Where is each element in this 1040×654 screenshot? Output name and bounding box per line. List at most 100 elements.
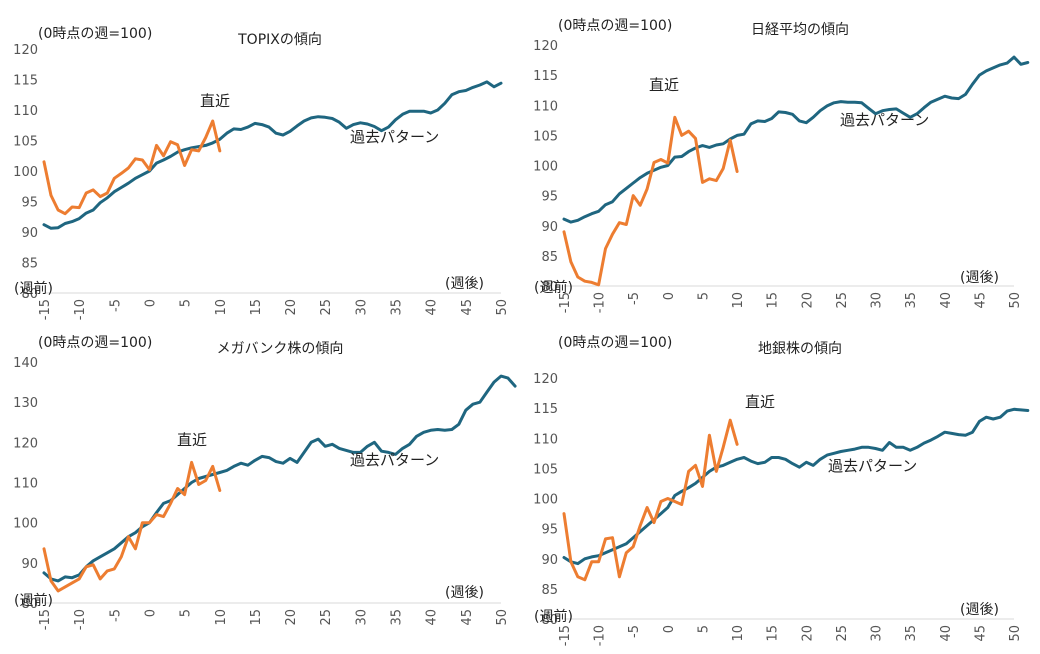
- data-point: [317, 115, 320, 118]
- data-point: [743, 133, 745, 136]
- data-point: [653, 161, 655, 164]
- data-point: [666, 164, 669, 167]
- data-point: [296, 461, 299, 464]
- data-point: [457, 90, 460, 93]
- data-point: [289, 457, 292, 460]
- data-point: [134, 531, 137, 534]
- x-tick-label: -10: [593, 625, 608, 646]
- data-point: [777, 110, 780, 113]
- data-point: [239, 462, 242, 465]
- x-tick-label: 0: [662, 292, 677, 300]
- data-point: [625, 223, 628, 226]
- recent-label: 直近: [745, 393, 775, 411]
- data-point: [736, 443, 739, 446]
- data-point: [64, 222, 67, 225]
- data-point: [120, 541, 123, 544]
- data-point: [611, 548, 614, 551]
- chart-svg: 80 90 100 110 120 130 140 -15 -10 -5 0 5 10 15 20 25 30 3…: [13, 335, 517, 630]
- data-point: [275, 132, 277, 135]
- data-point: [673, 494, 676, 497]
- data-point: [909, 449, 912, 452]
- data-point: [261, 123, 263, 126]
- data-point: [162, 502, 165, 505]
- data-point: [485, 80, 488, 83]
- data-point: [597, 283, 600, 286]
- data-point: [964, 93, 967, 96]
- data-point: [971, 431, 974, 434]
- data-point: [563, 230, 565, 233]
- data-point: [92, 559, 95, 562]
- data-point: [729, 139, 732, 142]
- data-point: [853, 101, 856, 104]
- data-point: [1026, 61, 1029, 64]
- data-point: [929, 101, 932, 104]
- data-point: [246, 464, 249, 467]
- data-point: [1013, 408, 1015, 411]
- x-tick-label: 5: [696, 292, 711, 300]
- chart-title: TOPIXの傾向: [237, 32, 322, 48]
- data-point: [204, 144, 207, 147]
- data-point: [833, 101, 835, 104]
- x-tick-label: 45: [460, 299, 475, 316]
- data-point: [715, 179, 718, 182]
- data-point: [324, 445, 327, 448]
- data-point: [708, 470, 711, 473]
- data-point: [401, 447, 404, 450]
- data-point: [303, 120, 306, 122]
- y-tick-label: 110: [13, 477, 38, 492]
- chart-panel-megabank: 80 90 100 110 120 130 140 -15 -10 -5 0 5 10 15 20 25 30 3…: [0, 327, 520, 654]
- data-point: [324, 116, 327, 119]
- data-point: [846, 449, 849, 452]
- data-point: [478, 401, 481, 404]
- data-point: [71, 576, 74, 579]
- data-point: [99, 195, 102, 198]
- data-point: [415, 435, 418, 438]
- y-tick-label: 80: [541, 613, 558, 628]
- data-point: [148, 168, 151, 171]
- data-point: [57, 579, 60, 582]
- data-point: [971, 83, 974, 86]
- data-point: [798, 466, 801, 469]
- y-tick-label: 110: [13, 104, 38, 119]
- data-point: [923, 442, 925, 445]
- data-point: [611, 536, 614, 539]
- data-point: [352, 123, 355, 126]
- x-tick-label: 5: [179, 609, 194, 617]
- data-point: [500, 82, 502, 85]
- data-point: [352, 451, 355, 454]
- y-tick-label: 110: [533, 432, 558, 447]
- data-point: [331, 117, 334, 120]
- data-point: [464, 89, 467, 92]
- y-tick-label: 80: [21, 597, 38, 612]
- data-point: [673, 116, 676, 119]
- data-point: [120, 555, 123, 558]
- data-point: [232, 127, 235, 130]
- data-point: [246, 126, 249, 129]
- data-point: [310, 116, 313, 119]
- data-point: [680, 503, 683, 506]
- data-point: [78, 206, 81, 209]
- data-point: [694, 137, 697, 140]
- data-point: [120, 186, 123, 189]
- weeks-after-label: (週後): [960, 602, 999, 618]
- data-point: [113, 190, 116, 193]
- x-tick-label: 50: [1008, 292, 1023, 309]
- x-tick-label: 25: [835, 292, 850, 309]
- y-tick-label: 85: [21, 257, 38, 272]
- data-point: [597, 210, 600, 213]
- data-point: [583, 280, 586, 283]
- x-tick-label: 45: [973, 292, 988, 309]
- data-point: [282, 134, 284, 136]
- data-point: [78, 217, 81, 220]
- data-point: [85, 212, 88, 215]
- data-point: [632, 182, 635, 184]
- data-point: [232, 465, 235, 468]
- data-point: [64, 212, 67, 215]
- y-tick-label: 120: [533, 372, 558, 387]
- data-point: [366, 123, 369, 125]
- data-point: [113, 567, 116, 570]
- data-point: [169, 502, 172, 505]
- data-point: [190, 481, 193, 484]
- x-tick-label: 45: [973, 625, 988, 642]
- data-point: [957, 433, 960, 436]
